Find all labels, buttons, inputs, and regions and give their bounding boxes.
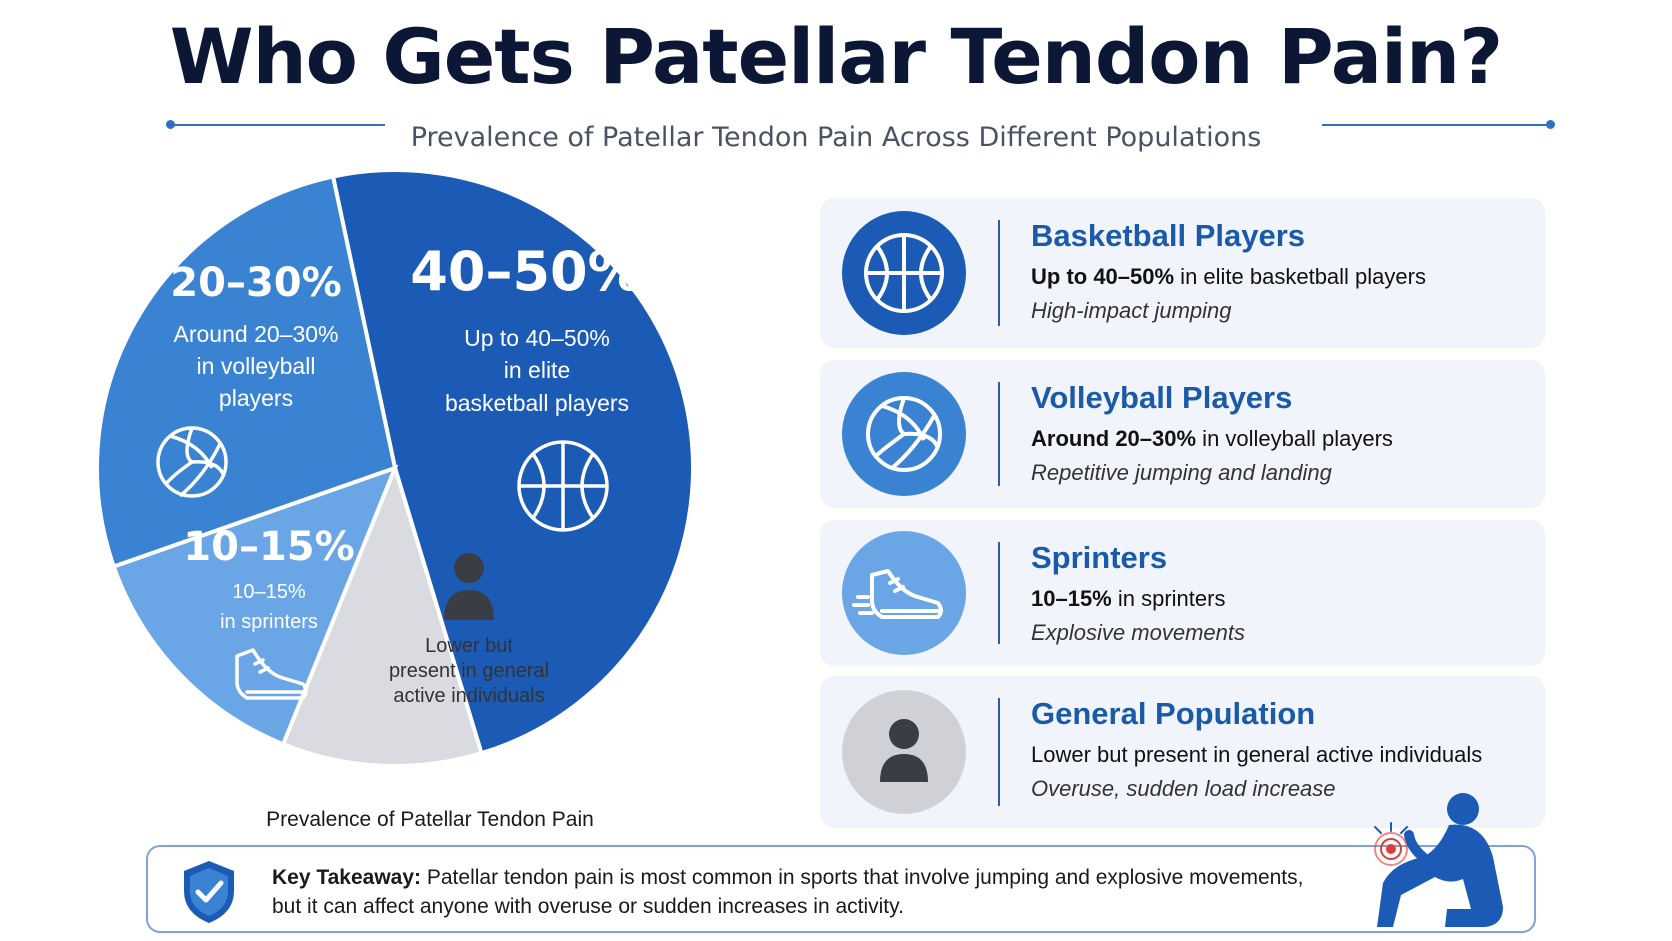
- card-volleyball-name: Volleyball Players: [1031, 380, 1293, 415]
- person-icon: [880, 719, 928, 782]
- subtitle-dot-right: [1546, 120, 1555, 129]
- pie-data-label-volleyball: in volleyball: [197, 353, 316, 379]
- card-divider: [998, 382, 1000, 486]
- volleyball-icon: [866, 396, 942, 472]
- card-general-desc: Lower but present in general active indi…: [1031, 742, 1483, 767]
- subtitle-rule-left: [170, 124, 385, 126]
- basketball-icon: [864, 233, 944, 313]
- subtitle-dot-left: [166, 120, 175, 129]
- card-general-population: General Population Lower but present in …: [820, 676, 1545, 828]
- pie-data-label-volleyball: players: [219, 385, 293, 411]
- card-sprinters-desc: 10–15% in sprinters: [1031, 586, 1226, 611]
- card-divider: [998, 542, 1000, 644]
- card-basketball-note: High-impact jumping: [1031, 298, 1232, 323]
- card-general-name: General Population: [1031, 696, 1316, 731]
- pie-data-label-general: active individuals: [393, 685, 544, 707]
- pie-slice-general: [280, 462, 484, 768]
- shield-check-icon: [184, 861, 234, 923]
- knee-pain-person-icon: [1374, 793, 1503, 927]
- pie-data-label-basketball: in elite: [504, 357, 570, 383]
- pie-pct-label-volleyball: 20–30%: [170, 260, 341, 306]
- pie-data-label-sprinters: 10–15%: [232, 581, 306, 603]
- pie-pct-label-sprinters: 10–15%: [183, 524, 354, 570]
- key-takeaway-text: Key Takeaway: Patellar tendon pain is mo…: [272, 866, 1304, 918]
- sneaker-icon: [852, 569, 943, 619]
- card-divider: [998, 220, 1000, 326]
- pie-data-label-basketball: Up to 40–50%: [464, 325, 610, 351]
- pie-data-label-general: present in general: [389, 660, 549, 682]
- pie-data-label-general: Lower but: [425, 635, 513, 657]
- page-subtitle: Prevalence of Patellar Tendon Pain Acros…: [410, 122, 1262, 153]
- card-general-note: Overuse, sudden load increase: [1031, 776, 1336, 801]
- card-volleyball-desc: Around 20–30% in volleyball players: [1031, 426, 1393, 451]
- card-basketball-circle: [842, 211, 966, 335]
- pie-data-label-volleyball: Around 20–30%: [174, 321, 339, 347]
- pie-chart: 40–50% Up to 40–50% in elite basketball pla…: [95, 168, 695, 768]
- pie-slice-basketball: [330, 168, 695, 756]
- card-basketball-name: Basketball Players: [1031, 218, 1306, 253]
- card-basketball: Basketball Players Up to 40–50% in elite…: [820, 198, 1545, 348]
- card-sprinters-note: Explosive movements: [1031, 620, 1245, 645]
- pie-slice-sprinters: [111, 464, 399, 747]
- pie-data-label-sprinters: in sprinters: [220, 611, 318, 633]
- key-takeaway-box: Key Takeaway: Patellar tendon pain is mo…: [146, 793, 1536, 933]
- pie-sneaker-icon: [235, 648, 308, 700]
- card-basketball-desc: Up to 40–50% in elite basketball players: [1031, 264, 1426, 289]
- subtitle-rule-right: [1322, 124, 1552, 126]
- card-sprinters: Sprinters 10–15% in sprinters Explosive …: [820, 520, 1545, 666]
- pie-data-label-basketball: basketball players: [445, 390, 629, 416]
- pie-person-icon: [444, 553, 494, 620]
- card-volleyball-circle: [842, 372, 966, 496]
- card-divider: [998, 698, 1000, 806]
- pie-slice-volleyball: [95, 174, 398, 570]
- page-title: Who Gets Patellar Tendon Pain?: [169, 12, 1503, 101]
- pie-pct-label-basketball: 40–50%: [410, 240, 641, 303]
- card-sprinters-name: Sprinters: [1031, 540, 1168, 575]
- card-volleyball: Volleyball Players Around 20–30% in voll…: [820, 360, 1545, 508]
- pie-volleyball-icon: [156, 426, 228, 498]
- card-general-circle: [842, 690, 966, 814]
- pie-basketball-icon: [517, 440, 609, 532]
- card-volleyball-note: Repetitive jumping and landing: [1031, 460, 1332, 485]
- pie-chart-title: Prevalence of Patellar Tendon Pain: [266, 808, 594, 831]
- card-sprinters-circle: [842, 531, 966, 655]
